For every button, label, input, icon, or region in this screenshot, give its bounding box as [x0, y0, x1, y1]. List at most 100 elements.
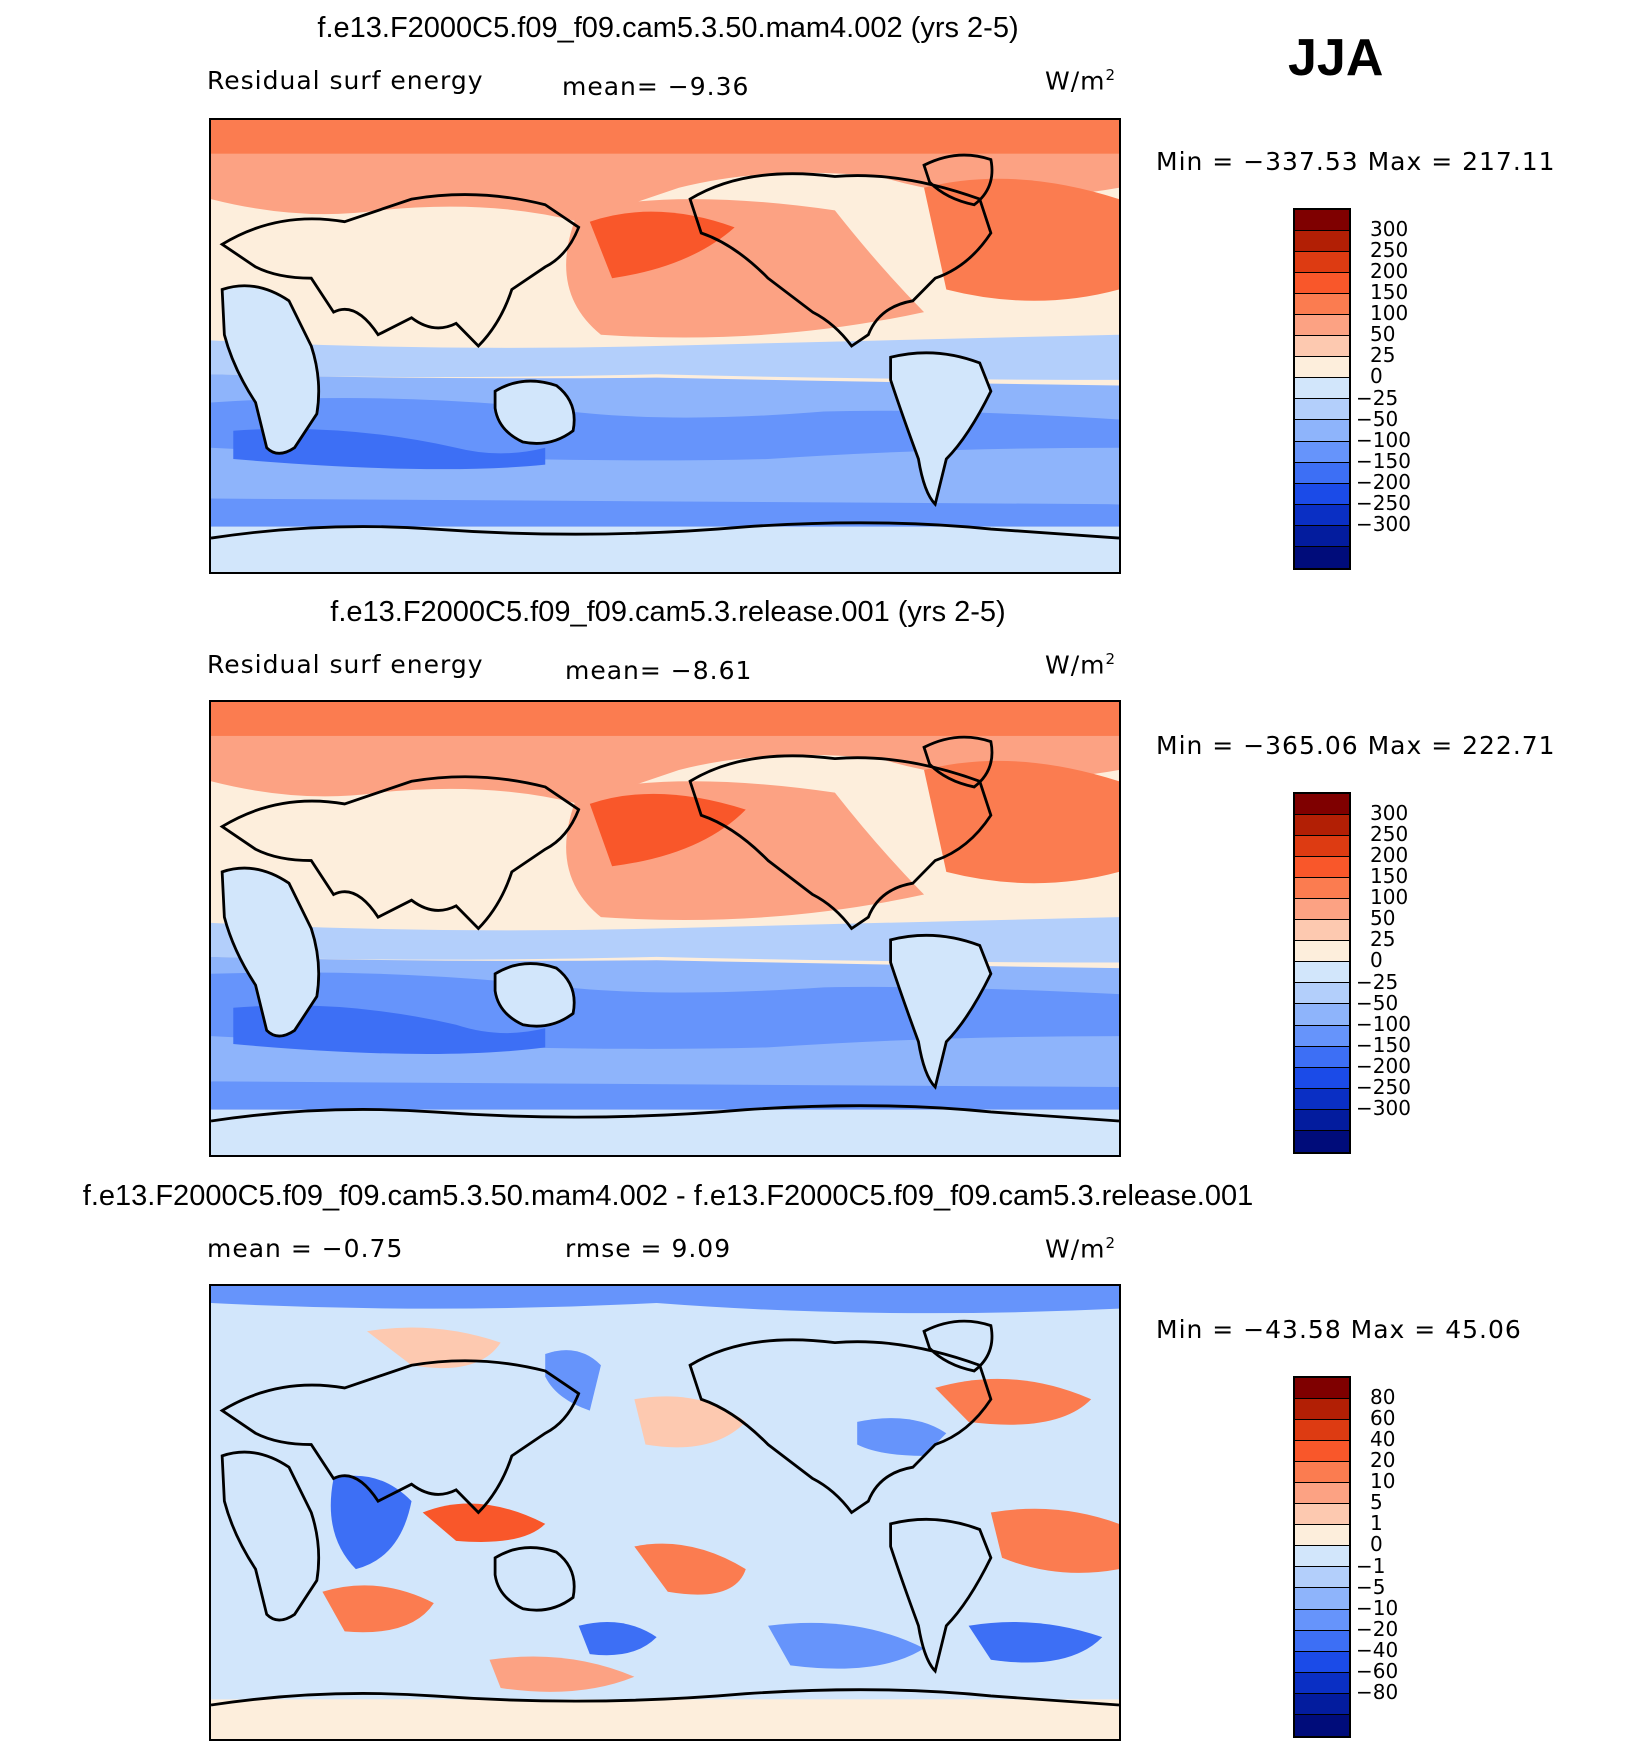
colorbar-swatch [1295, 1420, 1349, 1442]
colorbar-tick-label: 25 [1370, 343, 1396, 368]
colorbar-tick-label: 150 [1370, 864, 1409, 889]
colorbar-swatch [1295, 1609, 1349, 1631]
panel-1-mean: mean= −9.36 [562, 72, 750, 101]
panel-3-title: f.e13.F2000C5.f09_f09.cam5.3.50.mam4.002… [82, 1180, 1254, 1212]
colorbar-swatch [1295, 399, 1349, 421]
colorbar-swatch [1295, 1567, 1349, 1589]
colorbar-swatch [1295, 294, 1349, 316]
colorbar-swatch [1295, 1441, 1349, 1463]
colorbar-tick-label: −20 [1356, 1616, 1399, 1641]
colorbar-swatch [1295, 1004, 1349, 1026]
panel-1-colorbar [1293, 208, 1351, 570]
panel-2-mean: mean= −8.61 [565, 656, 753, 685]
colorbar-swatch [1295, 273, 1349, 295]
colorbar-swatch [1295, 357, 1349, 379]
colorbar-swatch [1295, 1378, 1349, 1400]
colorbar-swatch [1295, 1399, 1349, 1421]
colorbar-swatch [1295, 920, 1349, 942]
colorbar-tick-label: 10 [1370, 1469, 1396, 1494]
colorbar-tick-label: −300 [1356, 1095, 1411, 1120]
colorbar-tick-label: 40 [1370, 1427, 1396, 1452]
colorbar-swatch [1295, 1483, 1349, 1505]
colorbar-tick-label: 1 [1370, 1511, 1383, 1536]
season-label: JJA [1288, 29, 1384, 87]
colorbar-swatch [1295, 483, 1349, 505]
colorbar-swatch [1295, 1067, 1349, 1089]
colorbar-swatch [1295, 315, 1349, 337]
colorbar-tick-label: 200 [1370, 259, 1409, 284]
colorbar-swatch [1295, 1462, 1349, 1484]
panel-2-units: W/m2 [1045, 650, 1117, 680]
colorbar-swatch [1295, 1672, 1349, 1694]
panel-3-colorbar [1293, 1376, 1351, 1738]
colorbar-tick-label: 25 [1370, 927, 1396, 952]
colorbar-tick-label: −25 [1356, 969, 1399, 994]
colorbar-swatch [1295, 378, 1349, 400]
colorbar-swatch [1295, 1546, 1349, 1568]
colorbar-tick-label: 60 [1370, 1406, 1396, 1431]
panel-2-title: f.e13.F2000C5.f09_f09.cam5.3.release.001… [330, 596, 1006, 628]
panel-3-units: W/m2 [1045, 1234, 1117, 1264]
colorbar-swatch [1295, 420, 1349, 442]
colorbar-swatch [1295, 878, 1349, 900]
colorbar-swatch [1295, 1651, 1349, 1673]
colorbar-tick-label: 5 [1370, 1490, 1383, 1515]
colorbar-tick-label: −100 [1356, 1011, 1411, 1036]
colorbar-swatch [1295, 899, 1349, 921]
panel-2-field [211, 702, 1119, 1155]
colorbar-tick-label: −5 [1356, 1574, 1386, 1599]
panel-1-map [209, 118, 1121, 574]
panel-3-rmse: rmse = 9.09 [565, 1234, 732, 1263]
colorbar-tick-label: 20 [1370, 1448, 1396, 1473]
panel-1-field [211, 120, 1119, 572]
colorbar-swatch [1295, 1025, 1349, 1047]
colorbar-swatch [1295, 252, 1349, 274]
colorbar-tick-label: 80 [1370, 1385, 1396, 1410]
colorbar-tick-label: 50 [1370, 906, 1396, 931]
panel-1-title: f.e13.F2000C5.f09_f09.cam5.3.50.mam4.002… [317, 12, 1019, 44]
colorbar-swatch [1295, 546, 1349, 568]
colorbar-tick-label: −100 [1356, 427, 1411, 452]
colorbar-tick-label: −50 [1356, 990, 1399, 1015]
colorbar-tick-label: 300 [1370, 217, 1409, 242]
colorbar-tick-label: −10 [1356, 1595, 1399, 1620]
colorbar-tick-label: −150 [1356, 1032, 1411, 1057]
colorbar-swatch [1295, 815, 1349, 837]
panel-1-units: W/m2 [1045, 66, 1117, 96]
colorbar-tick-label: −250 [1356, 1074, 1411, 1099]
colorbar-swatch [1295, 525, 1349, 547]
colorbar-swatch [1295, 857, 1349, 879]
panel-1-variable-label: Residual surf energy [207, 66, 484, 95]
colorbar-tick-label: 200 [1370, 843, 1409, 868]
colorbar-tick-label: 100 [1370, 301, 1409, 326]
colorbar-swatch [1295, 1088, 1349, 1110]
colorbar-tick-label: −150 [1356, 448, 1411, 473]
panel-3-field [211, 1286, 1119, 1739]
colorbar-swatch [1295, 983, 1349, 1005]
colorbar-swatch [1295, 794, 1349, 816]
colorbar-swatch [1295, 1630, 1349, 1652]
panel-2-map [209, 700, 1121, 1157]
colorbar-tick-label: −25 [1356, 385, 1399, 410]
colorbar-tick-label: 250 [1370, 822, 1409, 847]
panel-1-colorbar-cells [1295, 210, 1349, 568]
colorbar-swatch [1295, 1130, 1349, 1152]
colorbar-tick-label: 50 [1370, 322, 1396, 347]
colorbar-tick-label: 150 [1370, 280, 1409, 305]
colorbar-swatch [1295, 1525, 1349, 1547]
colorbar-tick-label: −80 [1356, 1679, 1399, 1704]
colorbar-tick-label: 0 [1370, 948, 1383, 973]
panel-2-minmax: Min = −365.06 Max = 222.71 [1156, 731, 1556, 760]
colorbar-tick-label: −40 [1356, 1637, 1399, 1662]
colorbar-swatch [1295, 462, 1349, 484]
colorbar-tick-label: −60 [1356, 1658, 1399, 1683]
colorbar-swatch [1295, 1693, 1349, 1715]
colorbar-swatch [1295, 231, 1349, 253]
colorbar-tick-label: 250 [1370, 238, 1409, 263]
colorbar-swatch [1295, 210, 1349, 232]
colorbar-tick-label: 0 [1370, 364, 1383, 389]
panel-3-map [209, 1284, 1121, 1741]
colorbar-tick-label: −1 [1356, 1553, 1386, 1578]
colorbar-tick-label: −250 [1356, 490, 1411, 515]
colorbar-swatch [1295, 441, 1349, 463]
